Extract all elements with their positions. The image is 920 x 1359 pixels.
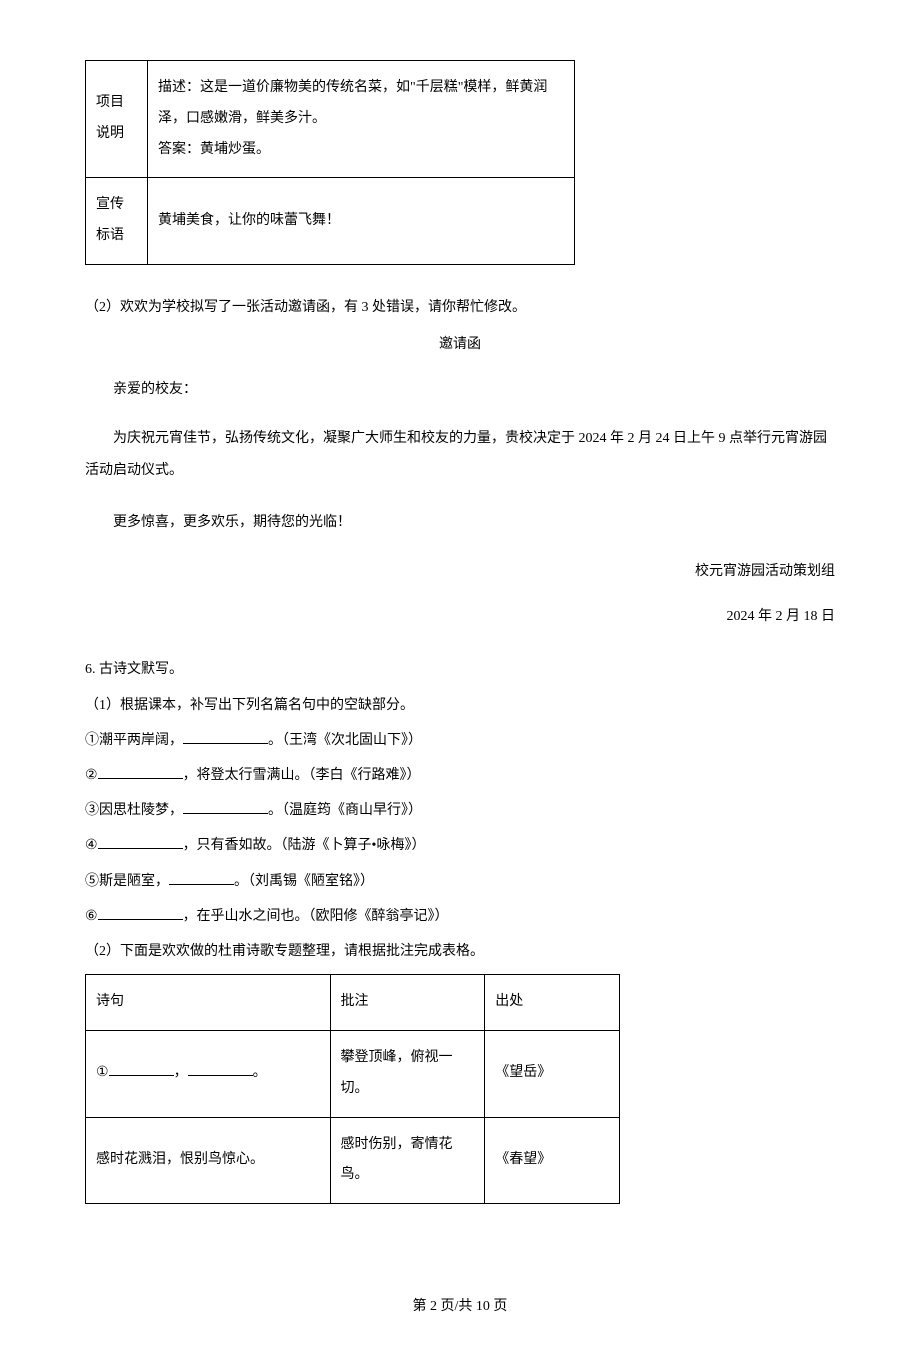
header-source: 出处 bbox=[485, 975, 620, 1031]
fill-item-3: ③因思杜陵梦， 。（温庭筠《商山早行》） bbox=[85, 798, 835, 823]
item-post: ，在乎山水之间也。（欧阳修《醉翁亭记》） bbox=[183, 909, 449, 924]
letter-signature: 校元宵游园活动策划组 bbox=[85, 559, 835, 584]
table-activity-description: 项目说明 描述：这是一道价廉物美的传统名菜，如"千层糕"模样，鲜黄润泽，口感嫩滑… bbox=[85, 60, 575, 265]
letter-title: 邀请函 bbox=[85, 332, 835, 357]
fill-item-2: ② ，将登太行雪满山。（李白《行路难》） bbox=[85, 763, 835, 788]
table-row: 宣传标语 黄埔美食，让你的味蕾飞舞！ bbox=[86, 178, 575, 265]
blank-field[interactable] bbox=[169, 871, 234, 885]
cell-label-description: 项目说明 bbox=[86, 61, 148, 178]
question-2-prompt: （2）欢欢为学校拟写了一张活动邀请函，有 3 处错误，请你帮忙修改。 bbox=[85, 295, 835, 320]
cell-verse-1: ①，。 bbox=[86, 1030, 331, 1117]
letter-greeting: 亲爱的校友： bbox=[85, 377, 835, 402]
cell-label-slogan: 宣传标语 bbox=[86, 178, 148, 265]
blank-field[interactable] bbox=[183, 800, 268, 814]
fill-item-6: ⑥ ，在乎山水之间也。（欧阳修《醉翁亭记》） bbox=[85, 904, 835, 929]
answer-text: 黄埔炒蛋。 bbox=[200, 142, 270, 157]
letter-date: 2024 年 2 月 18 日 bbox=[85, 604, 835, 629]
item-pre: ④ bbox=[85, 838, 98, 853]
page-footer: 第 2 页/共 10 页 bbox=[85, 1294, 835, 1319]
item-pre: ⑥ bbox=[85, 909, 98, 924]
letter-body-1: 为庆祝元宵佳节，弘扬传统文化，凝聚广大师生和校友的力量，贵校决定于 2024 年… bbox=[85, 423, 835, 487]
cell-annotation-2: 感时伤别，寄情花鸟。 bbox=[330, 1117, 485, 1204]
cell-content-description: 描述：这是一道价廉物美的传统名菜，如"千层糕"模样，鲜黄润泽，口感嫩滑，鲜美多汁… bbox=[148, 61, 575, 178]
fill-item-4: ④ ，只有香如故。（陆游《卜算子•咏梅》） bbox=[85, 833, 835, 858]
item-post: 。（温庭筠《商山早行》） bbox=[268, 803, 422, 818]
cell-content-slogan: 黄埔美食，让你的味蕾飞舞！ bbox=[148, 178, 575, 265]
blank-field[interactable] bbox=[188, 1062, 253, 1076]
letter-body-2: 更多惊喜，更多欢乐，期待您的光临！ bbox=[85, 507, 835, 539]
cell-verse-2: 感时花溅泪，恨别鸟惊心。 bbox=[86, 1117, 331, 1204]
item-pre: ② bbox=[85, 768, 98, 783]
table-row: 诗句 批注 出处 bbox=[86, 975, 620, 1031]
item-pre: ③因思杜陵梦， bbox=[85, 803, 183, 818]
question-6-part1-prompt: （1）根据课本，补写出下列名篇名句中的空缺部分。 bbox=[85, 693, 835, 718]
table-dufu-poems: 诗句 批注 出处 ①，。 攀登顶峰，俯视一切。 《望岳》 感时花溅泪，恨别鸟惊心… bbox=[85, 974, 620, 1204]
cell-source-2: 《春望》 bbox=[485, 1117, 620, 1204]
answer-prefix: 答案： bbox=[158, 142, 200, 157]
question-6-title: 6. 古诗文默写。 bbox=[85, 657, 835, 682]
header-verse: 诗句 bbox=[86, 975, 331, 1031]
answer-line: 答案：黄埔炒蛋。 bbox=[158, 135, 564, 166]
description-text: 描述：这是一道价廉物美的传统名菜，如"千层糕"模样，鲜黄润泽，口感嫩滑，鲜美多汁… bbox=[158, 73, 564, 135]
question-6-part2-prompt: （2）下面是欢欢做的杜甫诗歌专题整理，请根据批注完成表格。 bbox=[85, 939, 835, 964]
cell-source-1: 《望岳》 bbox=[485, 1030, 620, 1117]
item-post: 。（刘禹锡《陋室铭》） bbox=[234, 874, 374, 889]
blank-field[interactable] bbox=[98, 906, 183, 920]
fill-item-1: ①潮平两岸阔， 。（王湾《次北固山下》） bbox=[85, 728, 835, 753]
blank-field[interactable] bbox=[183, 730, 268, 744]
header-annotation: 批注 bbox=[330, 975, 485, 1031]
table-row: ①，。 攀登顶峰，俯视一切。 《望岳》 bbox=[86, 1030, 620, 1117]
blank-field[interactable] bbox=[109, 1062, 174, 1076]
item-pre: ⑤斯是陋室， bbox=[85, 874, 169, 889]
item-post: ，只有香如故。（陆游《卜算子•咏梅》） bbox=[183, 838, 426, 853]
blank-field[interactable] bbox=[98, 835, 183, 849]
table-row: 项目说明 描述：这是一道价廉物美的传统名菜，如"千层糕"模样，鲜黄润泽，口感嫩滑… bbox=[86, 61, 575, 178]
item-post: 。（王湾《次北固山下》） bbox=[268, 733, 422, 748]
verse-prefix: ① bbox=[96, 1065, 109, 1080]
cell-annotation-1: 攀登顶峰，俯视一切。 bbox=[330, 1030, 485, 1117]
fill-item-5: ⑤斯是陋室， 。（刘禹锡《陋室铭》） bbox=[85, 869, 835, 894]
invitation-letter: 邀请函 亲爱的校友： 为庆祝元宵佳节，弘扬传统文化，凝聚广大师生和校友的力量，贵… bbox=[85, 332, 835, 629]
item-post: ，将登太行雪满山。（李白《行路难》） bbox=[183, 768, 421, 783]
item-pre: ①潮平两岸阔， bbox=[85, 733, 183, 748]
blank-field[interactable] bbox=[98, 765, 183, 779]
table-row: 感时花溅泪，恨别鸟惊心。 感时伤别，寄情花鸟。 《春望》 bbox=[86, 1117, 620, 1204]
verse-suffix: 。 bbox=[253, 1065, 267, 1080]
